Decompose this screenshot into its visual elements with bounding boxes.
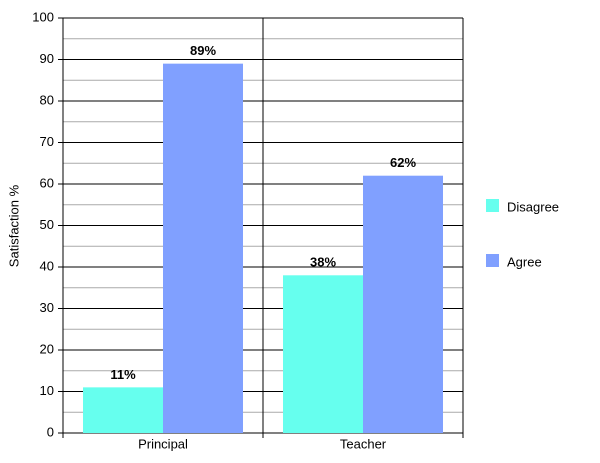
x-tick-label: Principal	[138, 436, 188, 451]
x-tick-label: Teacher	[340, 436, 387, 451]
y-tick-label: 90	[40, 51, 54, 66]
bar	[163, 63, 243, 434]
bar	[363, 175, 443, 433]
y-tick-label: 50	[40, 217, 54, 232]
value-label: 89%	[190, 43, 216, 58]
y-tick-label: 20	[40, 341, 54, 356]
y-tick-label: 60	[40, 175, 54, 190]
y-tick-label: 70	[40, 134, 54, 149]
legend-swatch	[486, 199, 499, 212]
legend-label: Agree	[507, 254, 542, 269]
y-tick-label: 10	[40, 383, 54, 398]
legend-swatch	[486, 254, 499, 267]
y-tick-label: 100	[32, 9, 54, 24]
bar	[283, 275, 363, 433]
value-label: 11%	[110, 367, 136, 382]
y-tick-label: 30	[40, 300, 54, 315]
value-label: 38%	[310, 255, 336, 270]
y-axis-label: Satisfaction %	[6, 184, 21, 267]
value-label: 62%	[390, 155, 416, 170]
legend-label: Disagree	[507, 199, 559, 214]
y-tick-label: 40	[40, 258, 54, 273]
bar	[83, 387, 163, 433]
y-tick-label: 80	[40, 92, 54, 107]
y-tick-label: 0	[47, 424, 54, 439]
